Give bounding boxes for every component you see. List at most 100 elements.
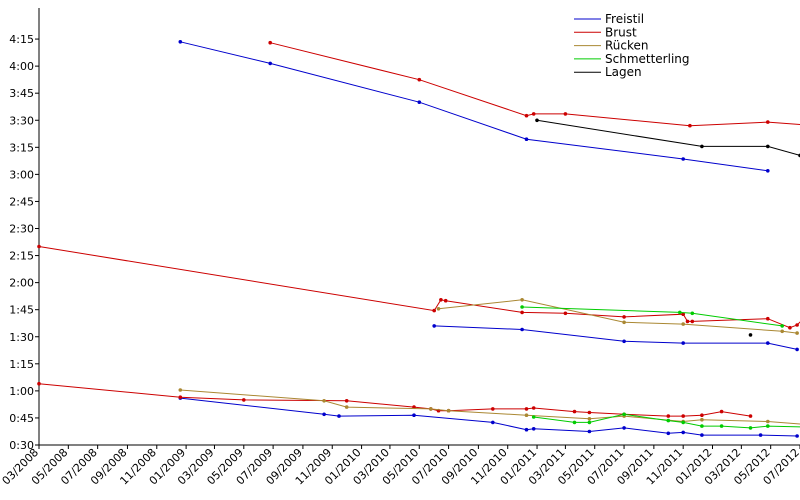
data-point-ruecken <box>587 417 592 421</box>
y-tick-label: 2:00 <box>9 277 34 290</box>
data-point-brust <box>563 112 568 116</box>
data-point-freistil <box>681 157 685 161</box>
series-line-freistil <box>434 325 798 350</box>
series-line-ruecken <box>180 389 800 425</box>
data-point-freistil <box>587 429 592 434</box>
data-point-brust <box>524 113 529 118</box>
data-point-freistil <box>681 341 685 345</box>
data-point-lagen <box>535 118 539 123</box>
data-point-brust <box>688 123 692 128</box>
data-point-brust <box>788 325 792 330</box>
data-point-lagen <box>766 144 770 149</box>
data-point-brust <box>242 398 246 402</box>
data-point-brust <box>268 40 273 45</box>
data-point-brust <box>412 405 416 409</box>
data-point-freistil <box>417 100 422 104</box>
data-point-freistil <box>766 169 770 173</box>
y-tick-label: 1:00 <box>9 385 34 398</box>
data-point-ruecken <box>436 307 441 311</box>
data-point-freistil <box>491 420 495 425</box>
data-point-brust <box>432 308 437 313</box>
data-point-freistil <box>524 427 529 432</box>
data-point-freistil <box>412 413 416 418</box>
data-point-brust <box>795 323 799 327</box>
data-point-freistil <box>795 347 799 352</box>
series-line-brust <box>270 42 800 127</box>
data-point-freistil <box>322 412 326 417</box>
y-tick-label: 3:30 <box>9 114 34 127</box>
y-tick-label: 1:15 <box>9 358 34 371</box>
data-point-freistil <box>432 324 437 328</box>
y-tick-label: 0:45 <box>9 412 34 425</box>
y-tick-label: 1:30 <box>9 331 34 344</box>
legend-label-freistil: Freistil <box>605 12 644 26</box>
data-point-ruecken <box>344 405 349 409</box>
data-point-brust <box>681 414 685 418</box>
data-point-brust <box>563 311 568 316</box>
data-point-brust <box>531 112 536 116</box>
y-tick-label: 3:15 <box>9 141 34 154</box>
data-point-brust <box>572 409 577 414</box>
data-point-ruecken <box>681 322 685 326</box>
y-tick-label: 3:00 <box>9 168 34 181</box>
data-point-freistil <box>524 137 529 141</box>
y-tick-label: 2:30 <box>9 223 34 236</box>
data-point-brust <box>766 120 770 124</box>
data-point-schmetterling <box>587 420 592 425</box>
data-point-schmetterling <box>666 418 671 423</box>
data-point-freistil <box>766 341 770 345</box>
legend-label-schmetterling: Schmetterling <box>605 52 690 66</box>
data-point-schmetterling <box>572 420 577 425</box>
y-tick-label: 1:45 <box>9 304 34 317</box>
series-line-ruecken <box>438 299 798 334</box>
data-point-freistil <box>700 433 704 437</box>
data-point-schmetterling <box>678 310 682 315</box>
data-point-schmetterling <box>766 424 770 428</box>
data-point-schmetterling <box>531 415 536 419</box>
series-line-schmetterling <box>522 306 783 327</box>
data-point-ruecken <box>766 419 770 424</box>
data-point-ruecken <box>429 407 433 411</box>
data-point-ruecken <box>795 331 799 335</box>
data-point-freistil <box>531 427 536 431</box>
data-point-brust <box>178 395 183 400</box>
data-point-brust <box>439 298 443 302</box>
legend-label-brust: Brust <box>605 25 637 39</box>
data-point-schmetterling <box>719 424 724 428</box>
data-point-ruecken <box>780 329 784 334</box>
y-tick-label: 3:45 <box>9 87 34 100</box>
data-point-ruecken <box>622 320 626 325</box>
data-point-freistil <box>622 426 626 430</box>
data-point-brust <box>622 315 626 319</box>
data-point-schmetterling <box>520 305 524 309</box>
series-line-lagen <box>536 119 800 156</box>
data-point-brust <box>587 410 592 415</box>
data-point-freistil <box>268 61 273 66</box>
data-point-brust <box>491 407 495 411</box>
y-tick-label: 0:30 <box>9 439 34 452</box>
series-ruecken <box>178 298 800 425</box>
data-point-brust <box>748 414 753 418</box>
data-point-schmetterling <box>622 412 626 417</box>
data-point-ruecken <box>322 399 326 403</box>
y-tick-label: 4:15 <box>9 33 34 46</box>
data-point-brust <box>766 316 770 321</box>
series-schmetterling <box>520 305 800 430</box>
data-point-schmetterling <box>681 420 685 425</box>
data-point-brust <box>37 381 41 386</box>
data-point-schmetterling <box>748 426 753 430</box>
data-point-ruecken <box>178 388 183 392</box>
data-point-brust <box>417 77 422 82</box>
data-point-brust <box>37 244 41 249</box>
data-point-brust <box>344 399 349 403</box>
data-point-freistil <box>520 327 524 332</box>
data-point-brust <box>685 319 690 324</box>
legend-label-lagen: Lagen <box>605 65 642 79</box>
series-line-freistil <box>180 41 768 172</box>
data-point-freistil <box>666 431 671 436</box>
data-point-freistil <box>758 433 763 437</box>
series-line-freistil <box>180 397 798 437</box>
data-point-brust <box>719 409 724 414</box>
data-point-freistil <box>681 430 685 435</box>
